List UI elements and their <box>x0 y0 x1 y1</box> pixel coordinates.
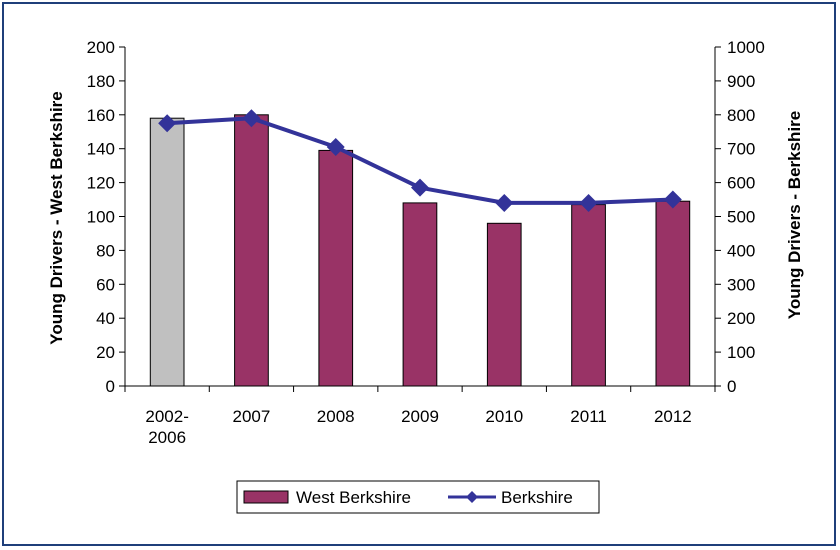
bar-west-berkshire-2012 <box>655 200 691 387</box>
marker-berkshire-2009 <box>411 178 429 197</box>
marker-berkshire-2012 <box>663 190 682 209</box>
left-tick-label: 80 <box>96 241 115 260</box>
right-tick-label: 400 <box>727 241 755 260</box>
left-tick-label: 60 <box>96 275 115 294</box>
left-tick-label: 0 <box>106 377 115 396</box>
bar-west-berkshire-2002-2006 <box>149 117 185 387</box>
x-tick-label: 2011 <box>570 407 607 426</box>
legend-swatch-west-berkshire <box>243 490 289 504</box>
x-tick-label: 2006 <box>148 428 186 447</box>
left-tick-label: 180 <box>87 72 115 91</box>
left-tick-label: 160 <box>87 106 115 125</box>
marker-berkshire-2011 <box>579 193 598 212</box>
x-tick-label: 2007 <box>233 407 271 426</box>
marker-berkshire-2008 <box>326 138 345 157</box>
left-tick-label: 20 <box>96 343 115 362</box>
right-tick-label: 100 <box>727 343 755 362</box>
bar-west-berkshire-2011 <box>571 204 606 387</box>
bar-west-berkshire-2009 <box>402 202 438 387</box>
right-tick-label: 200 <box>727 309 755 328</box>
right-tick-label: 300 <box>727 275 755 294</box>
marker-berkshire-2002-2006 <box>158 114 177 133</box>
bars-layer <box>149 114 691 387</box>
legend-marker-berkshire <box>466 491 478 503</box>
left-axis-label: Young Drivers - West Berkshire <box>47 91 66 345</box>
legend-box <box>236 480 600 514</box>
bar-west-berkshire-2010 <box>486 222 522 387</box>
legend-label-west-berkshire: West Berkshire <box>296 488 411 507</box>
bar-west-berkshire-2008 <box>318 149 354 387</box>
x-tick-label: 2012 <box>654 407 692 426</box>
x-tick-label: 2002- <box>145 407 188 426</box>
right-tick-label: 600 <box>727 174 755 193</box>
left-tick-label: 200 <box>87 38 115 57</box>
right-axis-label: Young Drivers - Berkshire <box>785 111 804 319</box>
right-tick-label: 800 <box>727 106 755 125</box>
x-tick-label: 2008 <box>317 407 355 426</box>
left-tick-label: 100 <box>87 208 115 227</box>
legend-label-berkshire: Berkshire <box>501 488 573 507</box>
right-tick-label: 500 <box>727 208 755 227</box>
left-tick-label: 140 <box>87 140 115 159</box>
bar-west-berkshire-2007 <box>234 114 269 387</box>
right-tick-label: 700 <box>727 140 755 159</box>
left-tick-label: 40 <box>96 309 115 328</box>
line-layer <box>158 109 682 212</box>
x-tick-label: 2009 <box>401 407 439 426</box>
right-tick-label: 1000 <box>727 38 765 57</box>
axes-layer: 0 20 40 60 80 100 120 140 160 180 200 0 100 200 300 400… <box>87 38 765 447</box>
left-tick-label: 120 <box>87 174 115 193</box>
legend: West Berkshire Berkshire <box>236 480 600 514</box>
marker-berkshire-2007 <box>242 109 261 128</box>
marker-berkshire-2010 <box>495 193 514 212</box>
right-tick-label: 900 <box>727 72 755 91</box>
x-tick-label: 2010 <box>485 407 523 426</box>
right-tick-label: 0 <box>727 377 736 396</box>
